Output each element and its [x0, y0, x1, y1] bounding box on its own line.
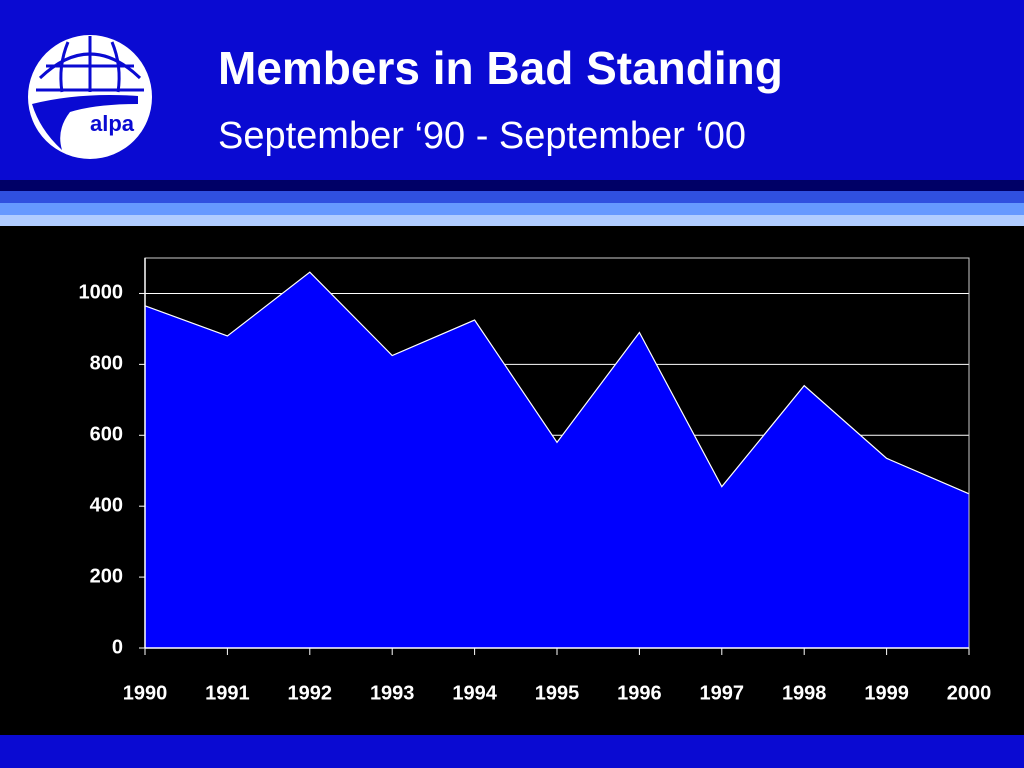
logo-globe — [36, 36, 144, 93]
x-tick-label: 1999 — [864, 682, 909, 704]
area — [145, 272, 969, 648]
header-band — [0, 0, 1024, 180]
logo: alpa — [28, 35, 152, 159]
stripe — [0, 215, 1024, 226]
x-tick-label: 1995 — [535, 682, 580, 704]
y-tick-label: 800 — [90, 353, 123, 375]
x-tick-label: 1993 — [370, 682, 415, 704]
stripe — [0, 180, 1024, 191]
logo-text: alpa — [90, 111, 135, 136]
area-line — [144, 271, 970, 495]
x-tick-label: 2000 — [947, 682, 992, 704]
y-tick-label: 200 — [90, 565, 123, 587]
y-tick-label: 0 — [112, 636, 123, 658]
footer-band — [0, 735, 1024, 768]
y-tick-label: 400 — [90, 494, 123, 516]
y-tick-label: 600 — [90, 424, 123, 446]
y-tick-label: 1000 — [79, 282, 124, 304]
x-tick-label: 1992 — [288, 682, 333, 704]
x-tick-label: 1994 — [452, 682, 497, 704]
stripe — [0, 191, 1024, 203]
x-tick-label: 1990 — [123, 682, 168, 704]
logo-swoosh — [32, 95, 138, 150]
x-tick-label: 1991 — [205, 682, 250, 704]
x-tick-label: 1998 — [782, 682, 827, 704]
x-tick-label: 1996 — [617, 682, 662, 704]
chart-title: Members in Bad Standing — [218, 42, 783, 94]
x-tick-label: 1997 — [700, 682, 745, 704]
stripe — [0, 203, 1024, 215]
chart-subtitle: September ‘90 - September ‘00 — [218, 115, 746, 157]
